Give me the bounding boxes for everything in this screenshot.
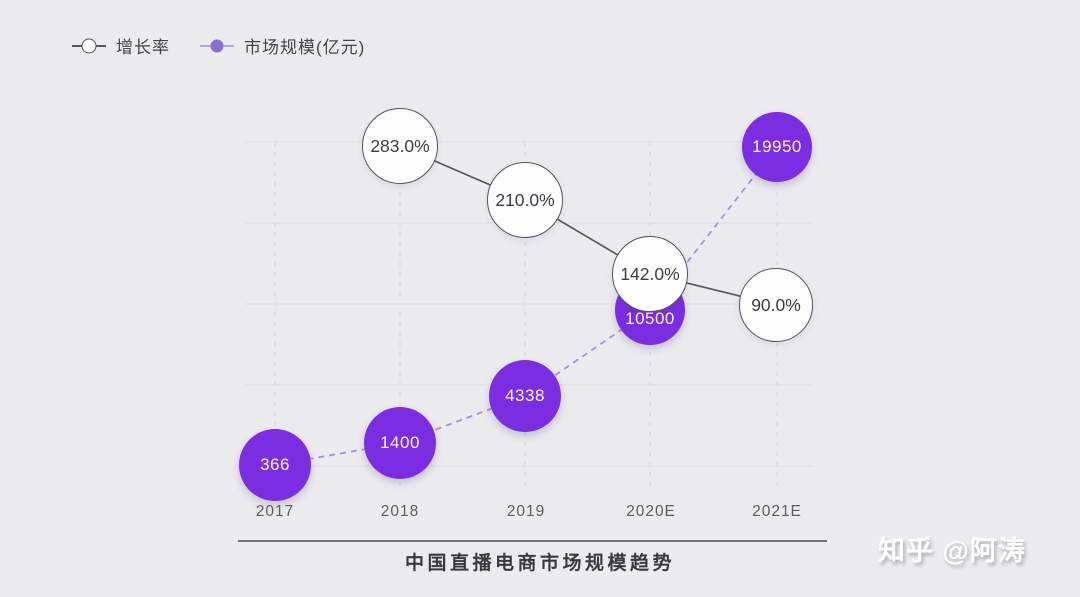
title-separator-line: [238, 540, 827, 542]
market-bubble-2020e: 10500: [615, 275, 685, 345]
market-bubble-2017: 366: [239, 429, 311, 501]
zhihu-watermark: 知乎 @阿涛: [878, 536, 1026, 566]
growth-value-2019: 210.0%: [495, 189, 555, 210]
growth-bubble-2018: 283.0%: [362, 108, 438, 184]
market-value-2017: 366: [260, 455, 290, 474]
market-bubble-2019: 4338: [489, 360, 561, 432]
growth-rate-line: [399, 145, 777, 306]
growth-value-2020e: 142.0%: [620, 263, 680, 284]
growth-value-2018: 283.0%: [370, 135, 430, 156]
legend-label-market-size: 市场规模(亿元): [244, 38, 366, 57]
market-dot-marker-icon: [200, 38, 234, 54]
x-axis-label-2021e: 2021E: [752, 503, 802, 520]
growth-bubble-2019: 210.0%: [487, 162, 563, 238]
market-bubble-2021e: 19950: [742, 112, 812, 182]
market-value-2019: 4338: [505, 386, 545, 405]
market-value-2020e: 10500: [625, 309, 675, 328]
x-axis-label-2017: 2017: [255, 503, 295, 520]
legend: 增长率 市场规模(亿元): [72, 33, 365, 58]
market-value-2018: 1400: [380, 433, 420, 452]
growth-bubble-2020e: 142.0%: [612, 236, 688, 312]
growth-bubble-2021e: 90.0%: [739, 268, 813, 342]
x-axis-label-2020e: 2020E: [626, 503, 676, 520]
x-axis-label-2019: 2019: [506, 503, 546, 520]
market-value-2021e: 19950: [752, 137, 802, 156]
market-bubble-2018: 1400: [364, 407, 436, 479]
growth-line-marker-icon: [72, 38, 106, 54]
x-axis-label-2018: 2018: [380, 503, 420, 520]
growth-value-2021e: 90.0%: [751, 294, 801, 315]
legend-label-growth-rate: 增长率: [116, 38, 170, 57]
legend-item-market-size: 市场规模(亿元): [200, 33, 365, 58]
legend-item-growth-rate: 增长率: [72, 33, 170, 58]
chart-title: 中国直播电商市场规模趋势: [404, 553, 675, 574]
